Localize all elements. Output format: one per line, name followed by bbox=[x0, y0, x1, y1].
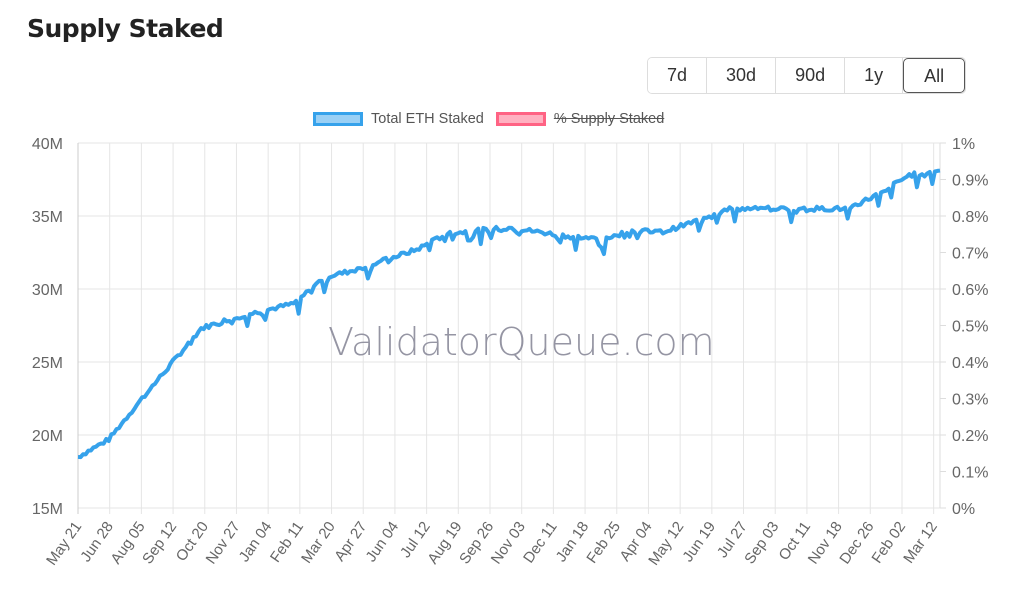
range-selector: 7d 30d 90d 1y All bbox=[647, 57, 967, 94]
legend-label-eth[interactable]: Total ETH Staked bbox=[371, 111, 484, 127]
series-line-total-eth-staked bbox=[77, 168, 941, 460]
y-tick-label: 35M bbox=[32, 209, 63, 226]
x-tick-label: Nov 27 bbox=[203, 519, 244, 568]
legend-swatch-eth[interactable] bbox=[313, 112, 363, 126]
y2-tick-label: 0.3% bbox=[952, 392, 988, 409]
x-tick-label: Mar 20 bbox=[298, 519, 339, 567]
y-tick-label: 15M bbox=[32, 501, 63, 518]
y2-tick-label: 0% bbox=[952, 501, 975, 518]
y2-tick-label: 1% bbox=[952, 136, 975, 153]
y2-tick-label: 0.1% bbox=[952, 465, 988, 482]
x-tick-label: Jun 04 bbox=[362, 519, 402, 566]
watermark: ValidatorQueue.com bbox=[328, 320, 715, 364]
range-all-button[interactable]: All bbox=[903, 58, 966, 93]
range-7d-button[interactable]: 7d bbox=[648, 58, 708, 93]
x-tick-label: Sep 12 bbox=[139, 519, 180, 568]
y-tick-label: 30M bbox=[32, 282, 63, 299]
x-tick-label: Sep 03 bbox=[741, 519, 782, 568]
y2-tick-label: 0.8% bbox=[952, 209, 988, 226]
x-tick-label: Feb 25 bbox=[583, 519, 624, 567]
y2-tick-label: 0.2% bbox=[952, 428, 988, 445]
y-tick-label: 25M bbox=[32, 355, 63, 372]
y2-tick-label: 0.5% bbox=[952, 319, 988, 336]
page-title: Supply Staked bbox=[27, 14, 224, 43]
x-tick-label: Jun 19 bbox=[679, 519, 719, 566]
range-30d-button[interactable]: 30d bbox=[707, 58, 777, 93]
y2-tick-label: 0.4% bbox=[952, 355, 988, 372]
y2-tick-label: 0.6% bbox=[952, 282, 988, 299]
legend: Total ETH Staked % Supply Staked bbox=[313, 111, 664, 127]
y-tick-label: 20M bbox=[32, 428, 63, 445]
range-1y-button[interactable]: 1y bbox=[845, 58, 904, 93]
range-90d-button[interactable]: 90d bbox=[776, 58, 846, 93]
y2-tick-label: 0.7% bbox=[952, 246, 988, 263]
y2-tick-label: 0.9% bbox=[952, 173, 988, 190]
x-tick-label: Mar 12 bbox=[900, 519, 941, 567]
legend-swatch-supply[interactable] bbox=[495, 112, 546, 126]
x-tick-label: May 21 bbox=[43, 519, 85, 569]
y-tick-label: 40M bbox=[32, 136, 63, 153]
x-tick-label: Nov 03 bbox=[488, 519, 529, 568]
legend-label-supply[interactable]: % Supply Staked bbox=[553, 111, 665, 127]
x-tick-label: Dec 11 bbox=[520, 519, 561, 567]
